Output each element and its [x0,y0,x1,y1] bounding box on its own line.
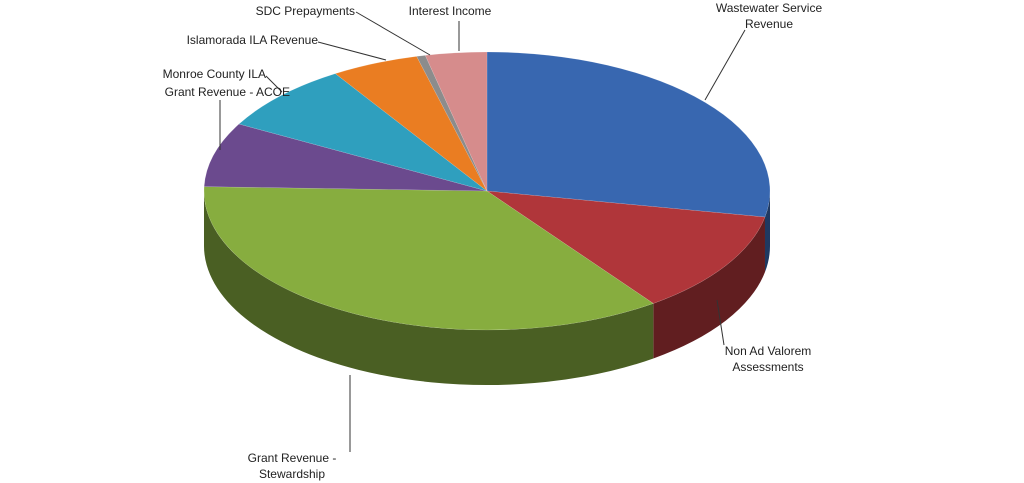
slice [416,55,488,192]
slice [424,51,488,192]
leader-line [355,11,431,56]
slice [238,73,488,192]
slice-label: Interest Income [408,4,492,18]
slice [486,190,766,304]
slice-label: Grant Revenue - ACOE [164,85,290,99]
slice [203,186,654,331]
slice-label: Grant Revenue - Stewardship [247,451,337,481]
slice-label: SDC Prepayments [255,4,355,18]
slice-side [764,191,770,273]
slice-label: Wastewater Service Revenue [715,1,823,31]
slice [334,56,488,192]
leader-line [317,41,387,61]
leader-line [265,75,283,93]
slice-label: Monroe County ILA [162,67,266,81]
leader-line [716,299,725,346]
slice-label: Non Ad Valorem Assessments [724,344,812,374]
slice-side [204,191,654,386]
slice [486,51,771,218]
leader-line [704,29,746,101]
slice [203,123,488,192]
slice-label: Islamorada ILA Revenue [186,33,318,47]
slice-side [653,217,765,359]
